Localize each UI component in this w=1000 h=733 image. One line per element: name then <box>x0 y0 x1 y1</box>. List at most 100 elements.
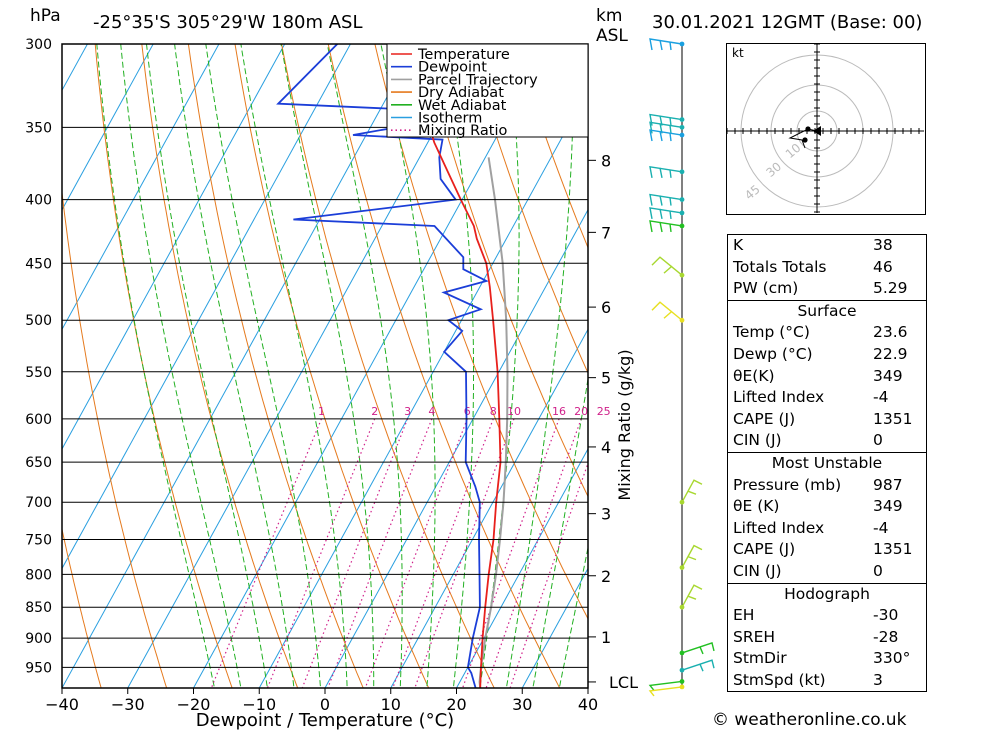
isotherm-line <box>193 44 549 688</box>
legend-item-6: Mixing Ratio <box>418 123 508 139</box>
wind-barb <box>649 121 685 134</box>
wind-barb <box>649 165 685 178</box>
index-row: StmSpd (kt) 3 <box>728 670 926 692</box>
wind-barb <box>649 220 685 233</box>
mixing-ratio-label-1: 1 <box>318 405 325 418</box>
index-value: 22.9 <box>873 344 908 363</box>
pressure-label-650: 650 <box>25 455 52 471</box>
index-row: CIN (J) 0 <box>728 430 926 452</box>
legend-box <box>386 43 589 138</box>
mixing-ratio-label-3: 3 <box>404 405 411 418</box>
index-key: EH <box>733 606 755 625</box>
wind-barb <box>648 684 685 697</box>
index-key: θE (K) <box>733 497 780 516</box>
index-key: CAPE (J) <box>733 540 796 559</box>
wet-adiabat-line <box>240 44 348 688</box>
index-key: CIN (J) <box>733 561 782 580</box>
hodo-ring-label-10: 10 <box>783 141 804 162</box>
index-row: EH -30 <box>728 605 926 627</box>
mixing-ratio-line <box>301 418 409 688</box>
index-key: K <box>733 236 744 254</box>
pressure-label-750: 750 <box>25 533 52 549</box>
date-label: 30.01.2021 12GMT (Base: 00) <box>652 12 923 33</box>
wind-barb <box>649 193 685 206</box>
km-label-LCL: LCL <box>609 673 638 692</box>
wet-adiabat-line <box>441 44 475 688</box>
isotherm-line <box>456 447 588 688</box>
index-row: K 38 <box>728 235 926 257</box>
wet-adiabat-line <box>479 44 520 688</box>
isotherm-line <box>390 328 588 688</box>
wind-barb <box>679 544 703 571</box>
dry-adiabat-line <box>62 526 102 688</box>
index-row: Dewp (°C) 22.9 <box>728 344 926 366</box>
mixing-ratio-line <box>364 418 468 688</box>
mixing-ratio-line <box>485 418 582 688</box>
index-row: SREH -28 <box>728 627 926 649</box>
legend-item-3: Dry Adiabat <box>418 85 504 101</box>
pressure-label-500: 500 <box>25 313 52 329</box>
hodograph: kt 10 30 45 <box>726 43 926 215</box>
legend-item-5: Isotherm <box>418 111 482 127</box>
km-label-2: 2 <box>601 567 611 586</box>
wet-adiabat-line <box>505 44 574 688</box>
index-key: StmDir <box>733 649 787 668</box>
index-value: 1351 <box>873 540 913 559</box>
dry-adiabat-line <box>560 44 588 121</box>
surface-section-title: Surface <box>728 299 926 323</box>
index-value: -28 <box>873 627 899 646</box>
km-label-8: 8 <box>601 151 611 170</box>
dewpoint-line <box>276 44 489 688</box>
isotherm-line <box>62 44 351 570</box>
index-key: Pressure (mb) <box>733 475 842 494</box>
legend-item-4: Wet Adiabat <box>418 98 507 114</box>
km-label-5: 5 <box>601 369 611 388</box>
pressure-label-400: 400 <box>25 193 52 209</box>
legend-item-1: Dewpoint <box>418 60 487 76</box>
pressure-label-450: 450 <box>25 256 52 272</box>
index-key: Dewp (°C) <box>733 344 813 363</box>
most-unstable-section-title: Most Unstable <box>728 451 926 475</box>
index-key: SREH <box>733 627 776 646</box>
hodo-ring-label-30: 30 <box>763 159 784 180</box>
index-value: 5.29 <box>873 279 908 298</box>
index-value: 349 <box>873 497 903 516</box>
index-key: Lifted Index <box>733 518 825 537</box>
legend-item-0: Temperature <box>417 47 510 63</box>
isotherm-line <box>587 686 588 688</box>
wind-barb <box>679 584 703 610</box>
km-label-3: 3 <box>601 505 611 524</box>
mixing-ratio-label-2: 2 <box>371 405 378 418</box>
index-row: θE(K) 349 <box>728 366 926 388</box>
wet-adiabat-line <box>558 545 588 688</box>
index-key: Lifted Index <box>733 388 825 407</box>
index-value: 38 <box>873 236 893 254</box>
x-tick-label--10: −10 <box>242 695 276 714</box>
index-row: Lifted Index -4 <box>728 387 926 409</box>
isotherm-line <box>324 208 588 688</box>
wet-adiabat-line <box>326 44 403 688</box>
index-key: Temp (°C) <box>733 323 810 342</box>
pressure-label-950: 950 <box>25 660 52 676</box>
index-value: 46 <box>873 257 893 276</box>
x-tick-label--40: −40 <box>45 695 79 714</box>
index-row: Lifted Index -4 <box>728 518 926 540</box>
pressure-label-850: 850 <box>25 600 52 616</box>
wet-adiabat-line <box>96 44 215 688</box>
dry-adiabat-line <box>374 44 588 620</box>
mixing-ratio-label-4: 4 <box>428 405 435 418</box>
index-value: 330° <box>873 649 911 668</box>
index-row: CAPE (J) 1351 <box>728 539 926 561</box>
index-value: 349 <box>873 366 903 385</box>
dry-adiabat-line <box>62 188 168 688</box>
x-tick-label-20: 20 <box>446 695 466 714</box>
isotherm-line <box>654 44 720 688</box>
mixing-ratio-line <box>327 418 433 688</box>
mixing-ratio-label-25: 25 <box>597 405 611 418</box>
hodo-unit-label: kt <box>732 46 744 60</box>
dry-adiabat-line <box>467 44 588 375</box>
wind-barb <box>679 659 715 673</box>
index-value: 3 <box>873 670 883 689</box>
km-label-7: 7 <box>601 223 611 242</box>
